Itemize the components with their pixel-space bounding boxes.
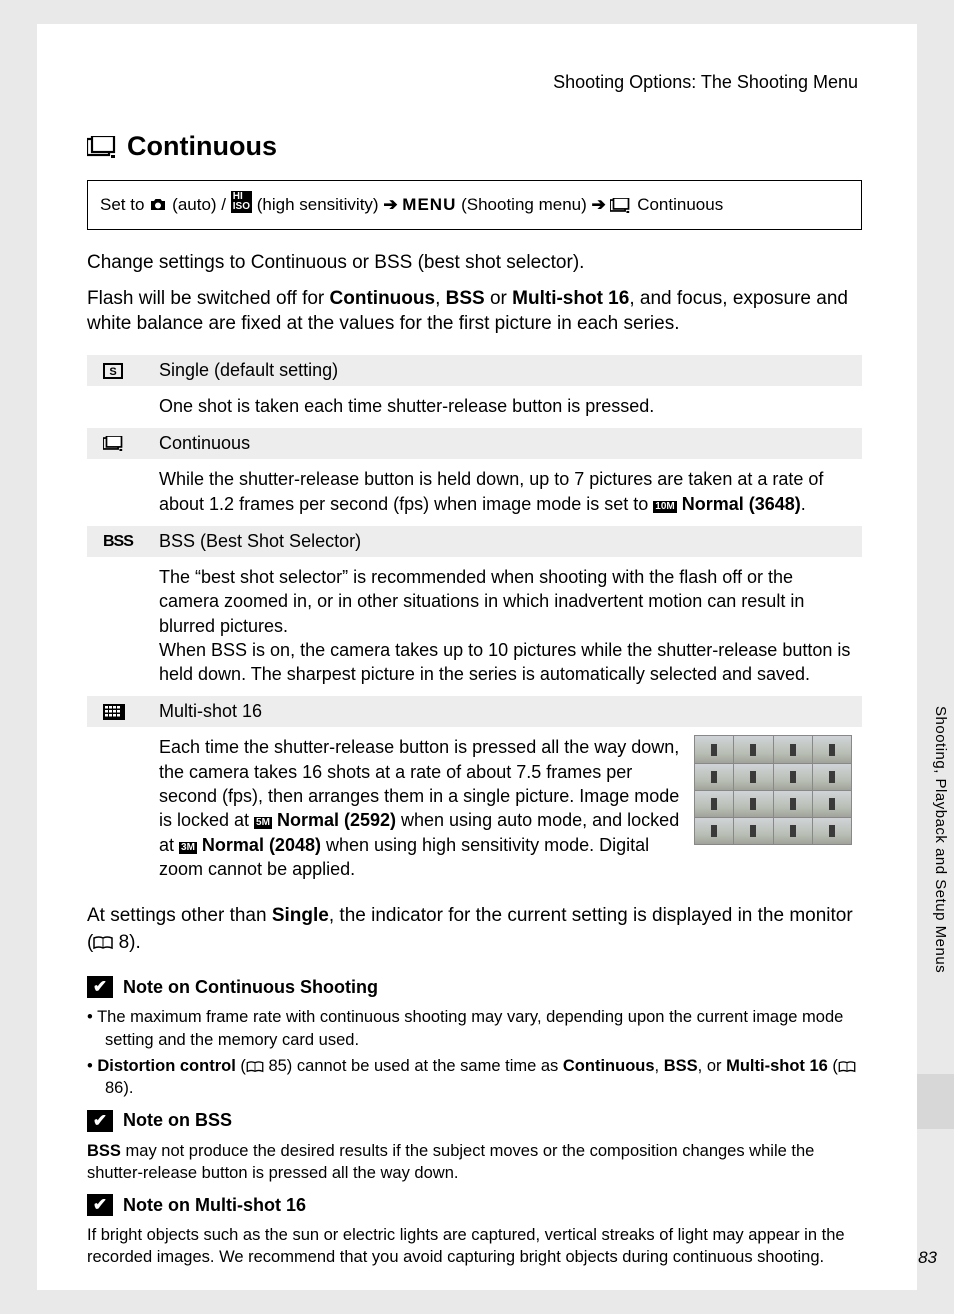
intro2-b3: Multi-shot 16 xyxy=(512,288,629,309)
tab-indicator xyxy=(917,1074,954,1129)
page: Shooting Options: The Shooting Menu Cont… xyxy=(37,24,917,1290)
ms-b2: Normal (2048) xyxy=(197,835,321,855)
settings-table: S Single (default setting) One shot is t… xyxy=(87,355,862,891)
multishot-sample-image xyxy=(694,735,852,845)
note-heading: ✔ Note on Continuous Shooting xyxy=(87,976,862,998)
setting-title: Multi-shot 16 xyxy=(159,701,862,722)
b2e: ( xyxy=(828,1057,838,1075)
bss-desc1: The “best shot selector” is recommended … xyxy=(159,565,852,638)
high-sensitivity-icon: HIISO xyxy=(231,191,252,213)
note-bullets: • The maximum frame rate with continuous… xyxy=(87,1006,862,1099)
n2t: may not produce the desired results if t… xyxy=(87,1142,814,1182)
check-icon: ✔ xyxy=(87,1110,113,1132)
setting-row-continuous: Continuous xyxy=(87,428,862,459)
page-heading: Continuous xyxy=(87,131,862,162)
intro2-b2: BSS xyxy=(446,288,485,309)
setting-desc-multishot: Each time the shutter-release button is … xyxy=(87,727,862,891)
b2d: , or xyxy=(698,1057,726,1075)
nav-menu-sub: (Shooting menu) xyxy=(461,195,591,214)
b2x3: Multi-shot 16 xyxy=(726,1057,828,1075)
heading-text: Continuous xyxy=(127,131,277,162)
setting-desc-continuous: While the shutter-release button is held… xyxy=(87,459,862,526)
setting-title: BSS (Best Shot Selector) xyxy=(159,531,862,552)
b2a: Distortion control xyxy=(97,1057,235,1075)
note-continuous-shooting: ✔ Note on Continuous Shooting • The maxi… xyxy=(87,976,862,1099)
setting-row-multishot: Multi-shot 16 xyxy=(87,696,862,727)
multishot16-icon xyxy=(103,704,159,720)
multishot-text: Each time the shutter-release button is … xyxy=(159,735,682,881)
nav-hisens: (high sensitivity) xyxy=(257,195,384,214)
note-title: Note on Multi-shot 16 xyxy=(123,1195,306,1216)
b2r2: 86). xyxy=(105,1079,133,1097)
continuous-burst-icon xyxy=(610,198,632,213)
bss-icon: BSS xyxy=(103,533,159,551)
check-icon: ✔ xyxy=(87,976,113,998)
image-mode-10m-icon: 10M xyxy=(653,501,676,513)
side-tab-label: Shooting, Playback and Setup Menus xyxy=(932,706,949,973)
note-body: BSS may not produce the desired results … xyxy=(87,1140,862,1185)
section-title: Shooting Options: The Shooting Menu xyxy=(87,72,862,93)
continuous-burst-icon xyxy=(103,436,159,451)
setting-desc-bss: The “best shot selector” is recommended … xyxy=(87,557,862,696)
setting-title: Continuous xyxy=(159,433,862,454)
intro2-b1: Continuous xyxy=(330,288,436,309)
nav-auto: (auto) / xyxy=(172,195,231,214)
b2x1: Continuous xyxy=(563,1057,655,1075)
arrow-icon: ➔ xyxy=(592,195,611,214)
note-title: Note on BSS xyxy=(123,1110,232,1131)
note-bss: ✔ Note on BSS BSS may not produce the de… xyxy=(87,1110,862,1185)
intro-line-2: Flash will be switched off for Continuou… xyxy=(87,286,862,337)
b1: The maximum frame rate with continuous s… xyxy=(97,1008,843,1048)
b2c: , xyxy=(655,1057,664,1075)
at-ref: 8). xyxy=(113,932,140,953)
b2x2: BSS xyxy=(664,1057,698,1075)
at-a: At settings other than xyxy=(87,905,272,926)
cont-desc-bold: Normal (3648) xyxy=(677,494,801,514)
setting-row-single: S Single (default setting) xyxy=(87,355,862,386)
manual-page-icon xyxy=(838,1061,856,1073)
arrow-icon: ➔ xyxy=(383,195,402,214)
b2r1: 85) cannot be used at the same time as xyxy=(264,1057,563,1075)
note-multishot16: ✔ Note on Multi-shot 16 If bright object… xyxy=(87,1194,862,1269)
check-icon: ✔ xyxy=(87,1194,113,1216)
single-shot-icon: S xyxy=(103,363,159,379)
bullet: • The maximum frame rate with continuous… xyxy=(87,1006,862,1051)
page-number: 83 xyxy=(918,1248,937,1268)
intro-line-1: Change settings to Continuous or BSS (be… xyxy=(87,250,862,276)
setting-row-bss: BSS BSS (Best Shot Selector) xyxy=(87,526,862,557)
manual-page-icon xyxy=(246,1061,264,1073)
b2b: ( xyxy=(236,1057,246,1075)
manual-page-icon xyxy=(93,936,113,950)
menu-label: MENU xyxy=(402,195,456,214)
image-mode-3m-icon: 3M xyxy=(179,842,197,854)
note-heading: ✔ Note on BSS xyxy=(87,1110,862,1132)
ms-b1: Normal (2592) xyxy=(272,810,396,830)
n2b: BSS xyxy=(87,1142,121,1160)
bss-desc2: When BSS is on, the camera takes up to 1… xyxy=(159,638,852,687)
breadcrumb-nav: Set to (auto) / HIISO (high sensitivity)… xyxy=(87,180,862,230)
intro2-a: Flash will be switched off for xyxy=(87,288,330,309)
note-title: Note on Continuous Shooting xyxy=(123,977,378,998)
note-body: If bright objects such as the sun or ele… xyxy=(87,1224,862,1269)
at-bold: Single xyxy=(272,905,329,926)
image-mode-5m-icon: 5M xyxy=(254,817,272,829)
cont-desc-b: . xyxy=(801,494,806,514)
note-heading: ✔ Note on Multi-shot 16 xyxy=(87,1194,862,1216)
svg-text:S: S xyxy=(109,366,116,378)
setting-desc-single: One shot is taken each time shutter-rele… xyxy=(87,386,862,428)
continuous-burst-icon xyxy=(87,136,119,158)
camera-icon xyxy=(149,196,172,216)
after-table-note: At settings other than Single, the indic… xyxy=(87,903,862,956)
setting-title: Single (default setting) xyxy=(159,360,862,381)
nav-prefix: Set to xyxy=(100,195,149,214)
bullet: • Distortion control ( 85) cannot be use… xyxy=(87,1055,862,1100)
nav-continuous: Continuous xyxy=(637,195,723,214)
